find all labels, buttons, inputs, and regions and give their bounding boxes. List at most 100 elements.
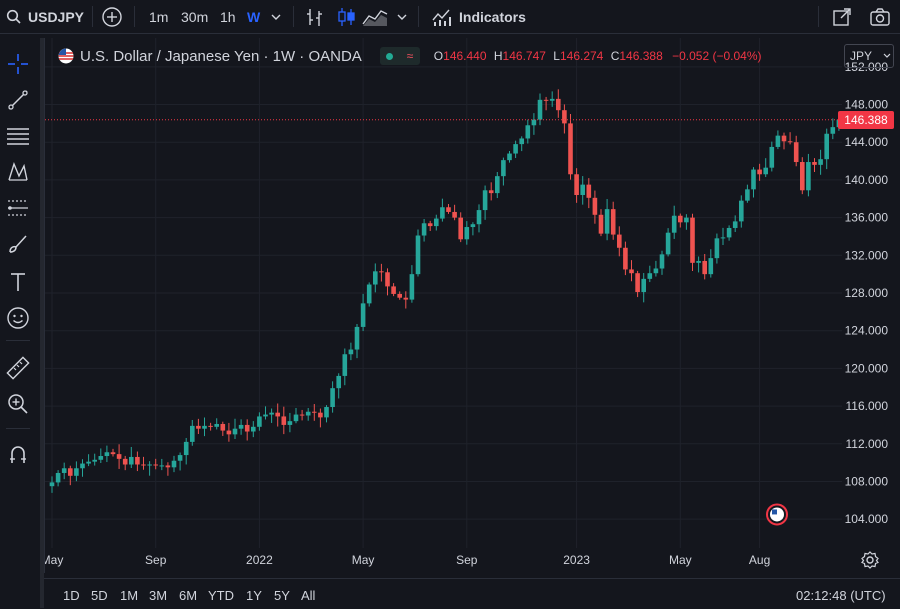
magnet-tool[interactable] <box>4 440 32 468</box>
chart-pane[interactable]: May Sep 2022 May Sep 2023 May Aug <box>44 38 843 573</box>
range-5y[interactable]: 5Y <box>274 588 290 603</box>
candle <box>592 190 598 224</box>
candle-body <box>751 169 756 190</box>
candle-body <box>135 456 140 465</box>
close-label: C <box>610 49 620 63</box>
candle <box>800 157 805 195</box>
candle-body <box>476 210 482 225</box>
pattern-tool[interactable] <box>4 158 32 186</box>
range-all[interactable]: All <box>301 588 316 603</box>
candle <box>360 293 366 332</box>
horizontal-lines-tool[interactable] <box>4 122 32 150</box>
candle <box>342 348 348 386</box>
candle <box>110 448 116 457</box>
candle-body <box>635 273 640 293</box>
interval-1h[interactable]: 1h <box>220 0 236 33</box>
snapshot-button[interactable] <box>869 0 891 33</box>
candle <box>348 342 354 361</box>
parallel-lines-icon <box>7 128 29 145</box>
trend-line-tool[interactable] <box>4 86 32 114</box>
candle-body <box>427 223 433 227</box>
interval-dropdown[interactable] <box>270 0 282 33</box>
text-tool[interactable] <box>4 268 32 296</box>
candle <box>763 158 768 178</box>
interval-w[interactable]: W <box>247 0 260 33</box>
candle <box>635 270 640 298</box>
candle <box>659 250 665 275</box>
candle <box>299 409 305 421</box>
candle <box>488 182 494 201</box>
candle-body <box>141 464 146 466</box>
candles-style-button[interactable] <box>336 0 356 33</box>
low-label: L <box>553 49 560 63</box>
candle-body <box>226 430 232 435</box>
range-1d[interactable]: 1D <box>63 588 80 603</box>
candle-body <box>556 98 561 111</box>
emoji-tool[interactable] <box>4 304 32 332</box>
candle-body <box>403 297 409 300</box>
range-ytd[interactable]: YTD <box>208 588 234 603</box>
interval-30m[interactable]: 30m <box>181 0 208 33</box>
bottom-toolbar: 1D 5D 1M 3M 6M YTD 1Y 5Y All 02:12:48 (U… <box>44 578 900 609</box>
candle-body <box>440 207 445 219</box>
scale-settings-button[interactable] <box>860 550 880 570</box>
candle-body <box>348 349 354 355</box>
candle-body <box>275 412 280 417</box>
candle <box>354 323 360 359</box>
candle-body <box>287 421 293 425</box>
range-1m[interactable]: 1M <box>120 588 139 603</box>
candle-body <box>110 452 116 455</box>
candle <box>257 412 262 431</box>
candle-body <box>330 388 335 408</box>
price-chart[interactable]: May Sep 2022 May Sep 2023 May Aug <box>45 38 843 573</box>
candle-body <box>452 211 457 218</box>
market-status-badge[interactable]: ≈ <box>379 47 420 65</box>
interval-1m[interactable]: 1m <box>149 0 168 33</box>
candle-body <box>482 190 488 211</box>
candle <box>482 185 488 220</box>
compare-symbol-button[interactable] <box>101 0 123 33</box>
candle-body <box>202 425 207 429</box>
candle <box>366 282 372 307</box>
range-3m[interactable]: 3M <box>149 588 168 603</box>
chart-title[interactable]: U.S. Dollar / Japanese Yen · 1W · OANDA <box>80 47 362 65</box>
candle-body <box>183 441 189 456</box>
range-6m[interactable]: 6M <box>179 588 198 603</box>
crosshair-tool[interactable] <box>4 50 32 78</box>
expand-icon <box>833 7 851 26</box>
candle-body <box>543 99 549 101</box>
candle-body <box>458 217 463 240</box>
zoom-in-icon <box>8 394 28 414</box>
symbol-search[interactable]: USDJPY <box>6 0 84 33</box>
candle-body <box>812 162 817 165</box>
indicators-button[interactable]: Indicators <box>431 0 526 33</box>
range-1y[interactable]: 1Y <box>246 588 262 603</box>
zoom-tool[interactable] <box>4 390 32 418</box>
candle-body <box>391 286 396 294</box>
candle-body <box>568 123 573 175</box>
economic-event-marker[interactable] <box>766 503 788 526</box>
chevron-down-icon <box>883 53 891 58</box>
candle-body <box>495 176 500 194</box>
candle <box>537 93 543 126</box>
currency-button[interactable]: JPY <box>844 44 894 68</box>
separator <box>418 6 419 27</box>
interval-label: W <box>247 8 261 25</box>
fib-tool[interactable] <box>4 194 32 222</box>
chart-type-dropdown[interactable] <box>396 0 408 33</box>
candle-body <box>586 184 592 198</box>
interval-label: 1m <box>149 8 169 25</box>
candle <box>318 408 323 428</box>
measure-tool[interactable] <box>4 354 32 382</box>
fullscreen-button[interactable] <box>832 0 852 33</box>
candle-body <box>714 238 720 259</box>
price-scale[interactable]: 104.000 108.000 112.000 116.000 120.000 124.0… <box>838 38 900 573</box>
area-style-button[interactable] <box>361 0 389 33</box>
candle <box>726 225 732 241</box>
candle <box>379 263 384 282</box>
bar-style-button[interactable] <box>305 0 325 33</box>
range-5d[interactable]: 5D <box>91 588 108 603</box>
candle <box>684 214 689 230</box>
clock[interactable]: 02:12:48 (UTC) <box>796 588 886 603</box>
brush-tool[interactable] <box>4 230 32 258</box>
